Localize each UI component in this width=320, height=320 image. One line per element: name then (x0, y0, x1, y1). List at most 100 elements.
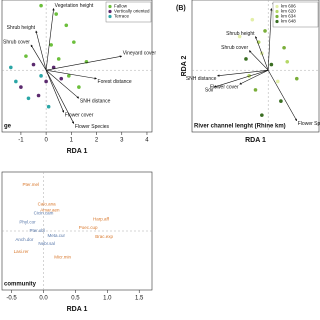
legend-swatch (275, 19, 279, 24)
arrow-label: Shrub height (7, 25, 36, 31)
point (46, 104, 51, 109)
point (56, 57, 61, 61)
x-axis-label: RDA 1 (245, 137, 266, 144)
arrow (255, 36, 269, 71)
x-tick-label: 0.5 (71, 296, 80, 302)
species-label: Calo.ana (38, 202, 57, 207)
legend-label: km 648 (281, 19, 296, 24)
arrow (217, 69, 269, 77)
arrow (45, 8, 55, 71)
annotation: community (4, 282, 37, 288)
arrow (213, 69, 269, 88)
annotation: ge (4, 124, 12, 130)
point (263, 29, 267, 33)
x-tick-label: 0.0 (39, 296, 48, 302)
legend-swatch (108, 14, 112, 19)
arrow-label: Flower cover (65, 113, 94, 119)
legend-box (272, 1, 319, 28)
arrow-label: Flower cover (210, 85, 239, 91)
species-label: Cicin.cam (34, 210, 54, 215)
point (31, 62, 36, 67)
point (275, 79, 280, 84)
legend-box (105, 1, 152, 23)
arrow-label: SNH distance (186, 76, 217, 82)
x-axis-label: RDA 1 (67, 148, 88, 155)
arrow (45, 69, 80, 99)
arrow (45, 70, 75, 124)
plot-frame (191, 0, 320, 133)
point (44, 79, 48, 84)
point (244, 57, 248, 61)
point (39, 74, 43, 78)
x-tick-label: 1 (70, 138, 74, 144)
point (64, 23, 69, 28)
point (54, 12, 59, 16)
point (250, 17, 255, 22)
arrow (267, 8, 273, 71)
point (49, 43, 53, 47)
point (237, 34, 242, 39)
arrow (239, 69, 269, 85)
species-label: Phyl.cor (19, 219, 36, 224)
arrow-label: Flower Species (298, 121, 320, 127)
species-label: Nebr.sal (38, 241, 55, 246)
species-label: Amar.aen (40, 208, 60, 213)
point (77, 85, 81, 89)
arrow-label: Flower Species (75, 124, 110, 130)
point (36, 93, 41, 98)
point (59, 76, 64, 81)
species-label: Brac.exp (95, 234, 113, 239)
plot-frame (1, 0, 153, 133)
point (260, 113, 264, 117)
point (67, 74, 71, 78)
x-tick-label: 2 (95, 138, 99, 144)
x-tick-label: -1 (18, 138, 24, 144)
point (14, 79, 18, 84)
x-tick-label: 1.5 (135, 296, 144, 302)
x-tick-label: 1.0 (103, 296, 112, 302)
point (279, 99, 283, 103)
arrow (248, 50, 269, 71)
point (282, 45, 286, 50)
arrow (45, 70, 65, 113)
arrow-label: SNH distance (80, 99, 111, 105)
species-label: Meta.cur (47, 233, 65, 238)
point (253, 88, 258, 92)
species-label: Anch.dor (15, 237, 34, 242)
legend-label: Vertically oriented (114, 9, 150, 14)
legend-label: km 606 (281, 4, 296, 9)
plot-frame (1, 171, 153, 291)
legend-label: km 634 (281, 14, 296, 19)
point (72, 40, 76, 44)
point (19, 85, 23, 89)
species-label: Lasi.rer (14, 249, 30, 254)
x-tick-label: 4 (145, 138, 149, 144)
legend-swatch (108, 4, 112, 9)
x-tick-label: 0 (44, 138, 48, 144)
arrow-label: Vineyard cover (123, 50, 157, 56)
x-tick-label: 3 (120, 138, 124, 144)
species-label: Poec.cup (79, 225, 98, 230)
point (24, 54, 28, 58)
arrow-label: Shrub height (226, 31, 255, 37)
arrow (46, 69, 97, 80)
arrow (30, 44, 47, 71)
arrow (46, 55, 123, 71)
annotation: River channel lenght (Rhine km) (194, 124, 286, 130)
arrow-label: Soil (205, 87, 213, 93)
legend-swatch (275, 9, 279, 14)
x-axis-label: RDA 1 (67, 306, 88, 313)
legend-swatch (275, 4, 279, 9)
point (269, 62, 274, 67)
point (39, 3, 43, 8)
panel-label: (B) (176, 5, 186, 12)
arrow (267, 70, 298, 122)
legend-swatch (275, 14, 279, 19)
arrow-label: Vegetation height (55, 3, 94, 9)
species-label: Harp.aff (93, 216, 110, 221)
species-label: Micr.min (54, 255, 71, 260)
x-tick-label: -0.5 (6, 296, 17, 302)
species-label: Pter.mel (22, 182, 39, 187)
